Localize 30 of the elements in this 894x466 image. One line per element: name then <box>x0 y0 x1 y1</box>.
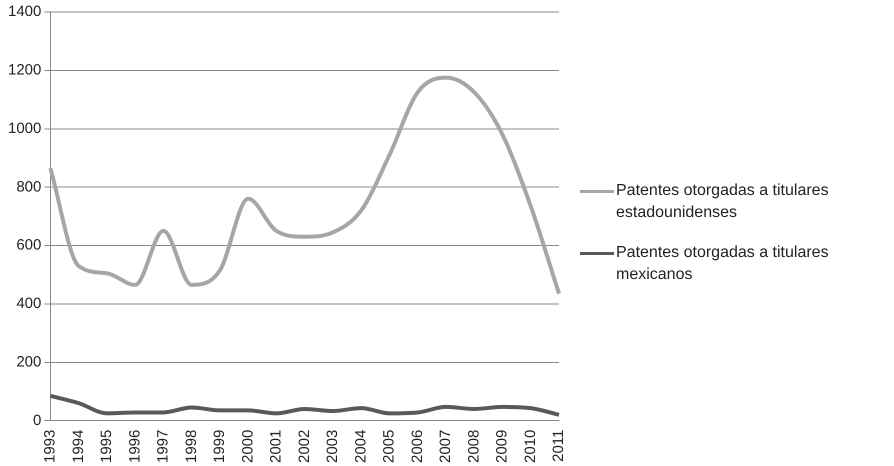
x-tick-label: 1997 <box>154 430 172 464</box>
x-tick-label: 2007 <box>437 430 454 464</box>
x-tick-label: 2006 <box>408 430 426 464</box>
y-tick-label: 800 <box>16 178 42 196</box>
x-tick-label: 2008 <box>465 430 482 464</box>
x-tick-label: 1994 <box>70 430 87 464</box>
x-tick-label: 1999 <box>211 430 228 464</box>
y-tick-label: 1200 <box>8 62 42 79</box>
y-tick-label: 1400 <box>8 3 42 20</box>
x-tick-label: 2005 <box>380 430 398 464</box>
x-tick-label: 1998 <box>182 430 200 464</box>
x-tick-label: 1995 <box>98 430 116 464</box>
x-tick-label: 2004 <box>352 430 370 464</box>
y-tick-label: 0 <box>33 412 42 429</box>
x-tick-label: 1996 <box>126 430 144 464</box>
legend-label: Patentes otorgadas a titulares estadounidenses <box>616 181 830 223</box>
x-tick-label: 1993 <box>42 430 59 464</box>
y-tick-label: 600 <box>16 236 42 254</box>
x-tick-label: 2010 <box>522 430 539 464</box>
x-tick-label: 2000 <box>239 430 256 464</box>
y-tick-label: 1000 <box>8 120 42 137</box>
x-tick-label: 2011 <box>550 430 568 462</box>
x-tick-label: 2002 <box>296 430 313 464</box>
line-series <box>48 394 561 417</box>
x-tick-label: 2009 <box>494 430 511 464</box>
y-tick-label: 200 <box>16 353 42 370</box>
x-tick-label: 2001 <box>268 430 285 464</box>
x-tick-label: 2003 <box>324 430 342 464</box>
y-tick-label: 400 <box>16 295 42 312</box>
legend-label: Patentes otorgadas a titulares mexicanos <box>616 243 830 285</box>
